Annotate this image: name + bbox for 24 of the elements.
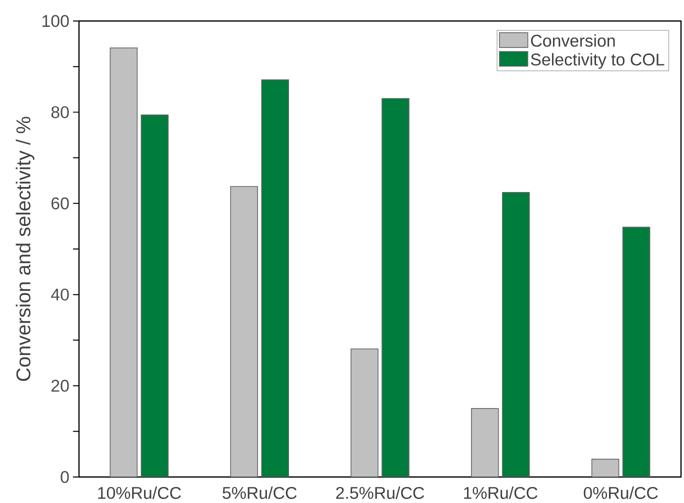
x-tick-label: 10%Ru/CC [98, 486, 181, 499]
y-tick-label: 40 [51, 288, 69, 301]
y-tick-label: 0 [60, 470, 69, 483]
y-tick-label: 80 [51, 106, 69, 118]
bar [591, 458, 620, 477]
x-tick-label: 0%Ru/CC [584, 486, 658, 499]
bar [350, 348, 378, 477]
bar [502, 192, 530, 477]
bar [622, 226, 650, 477]
bar [140, 114, 169, 477]
bar [230, 186, 258, 477]
bar [382, 98, 410, 477]
bar [261, 79, 290, 477]
x-tick-label: 5%Ru/CC [222, 486, 297, 499]
legend-label: Selectivity to COL [530, 53, 664, 69]
legend-label: Conversion [531, 34, 615, 47]
bar [471, 408, 499, 477]
x-tick-label: 1%Ru/CC [464, 486, 538, 499]
x-tick-label: 2.5%Ru/CC [336, 486, 424, 499]
y-tick-label: 100 [42, 14, 69, 27]
y-tick-label: 60 [52, 197, 69, 210]
bar [110, 47, 138, 477]
y-tick-label: 20 [52, 380, 69, 392]
y-axis-title: Conversion and selectivity / % [16, 116, 34, 381]
